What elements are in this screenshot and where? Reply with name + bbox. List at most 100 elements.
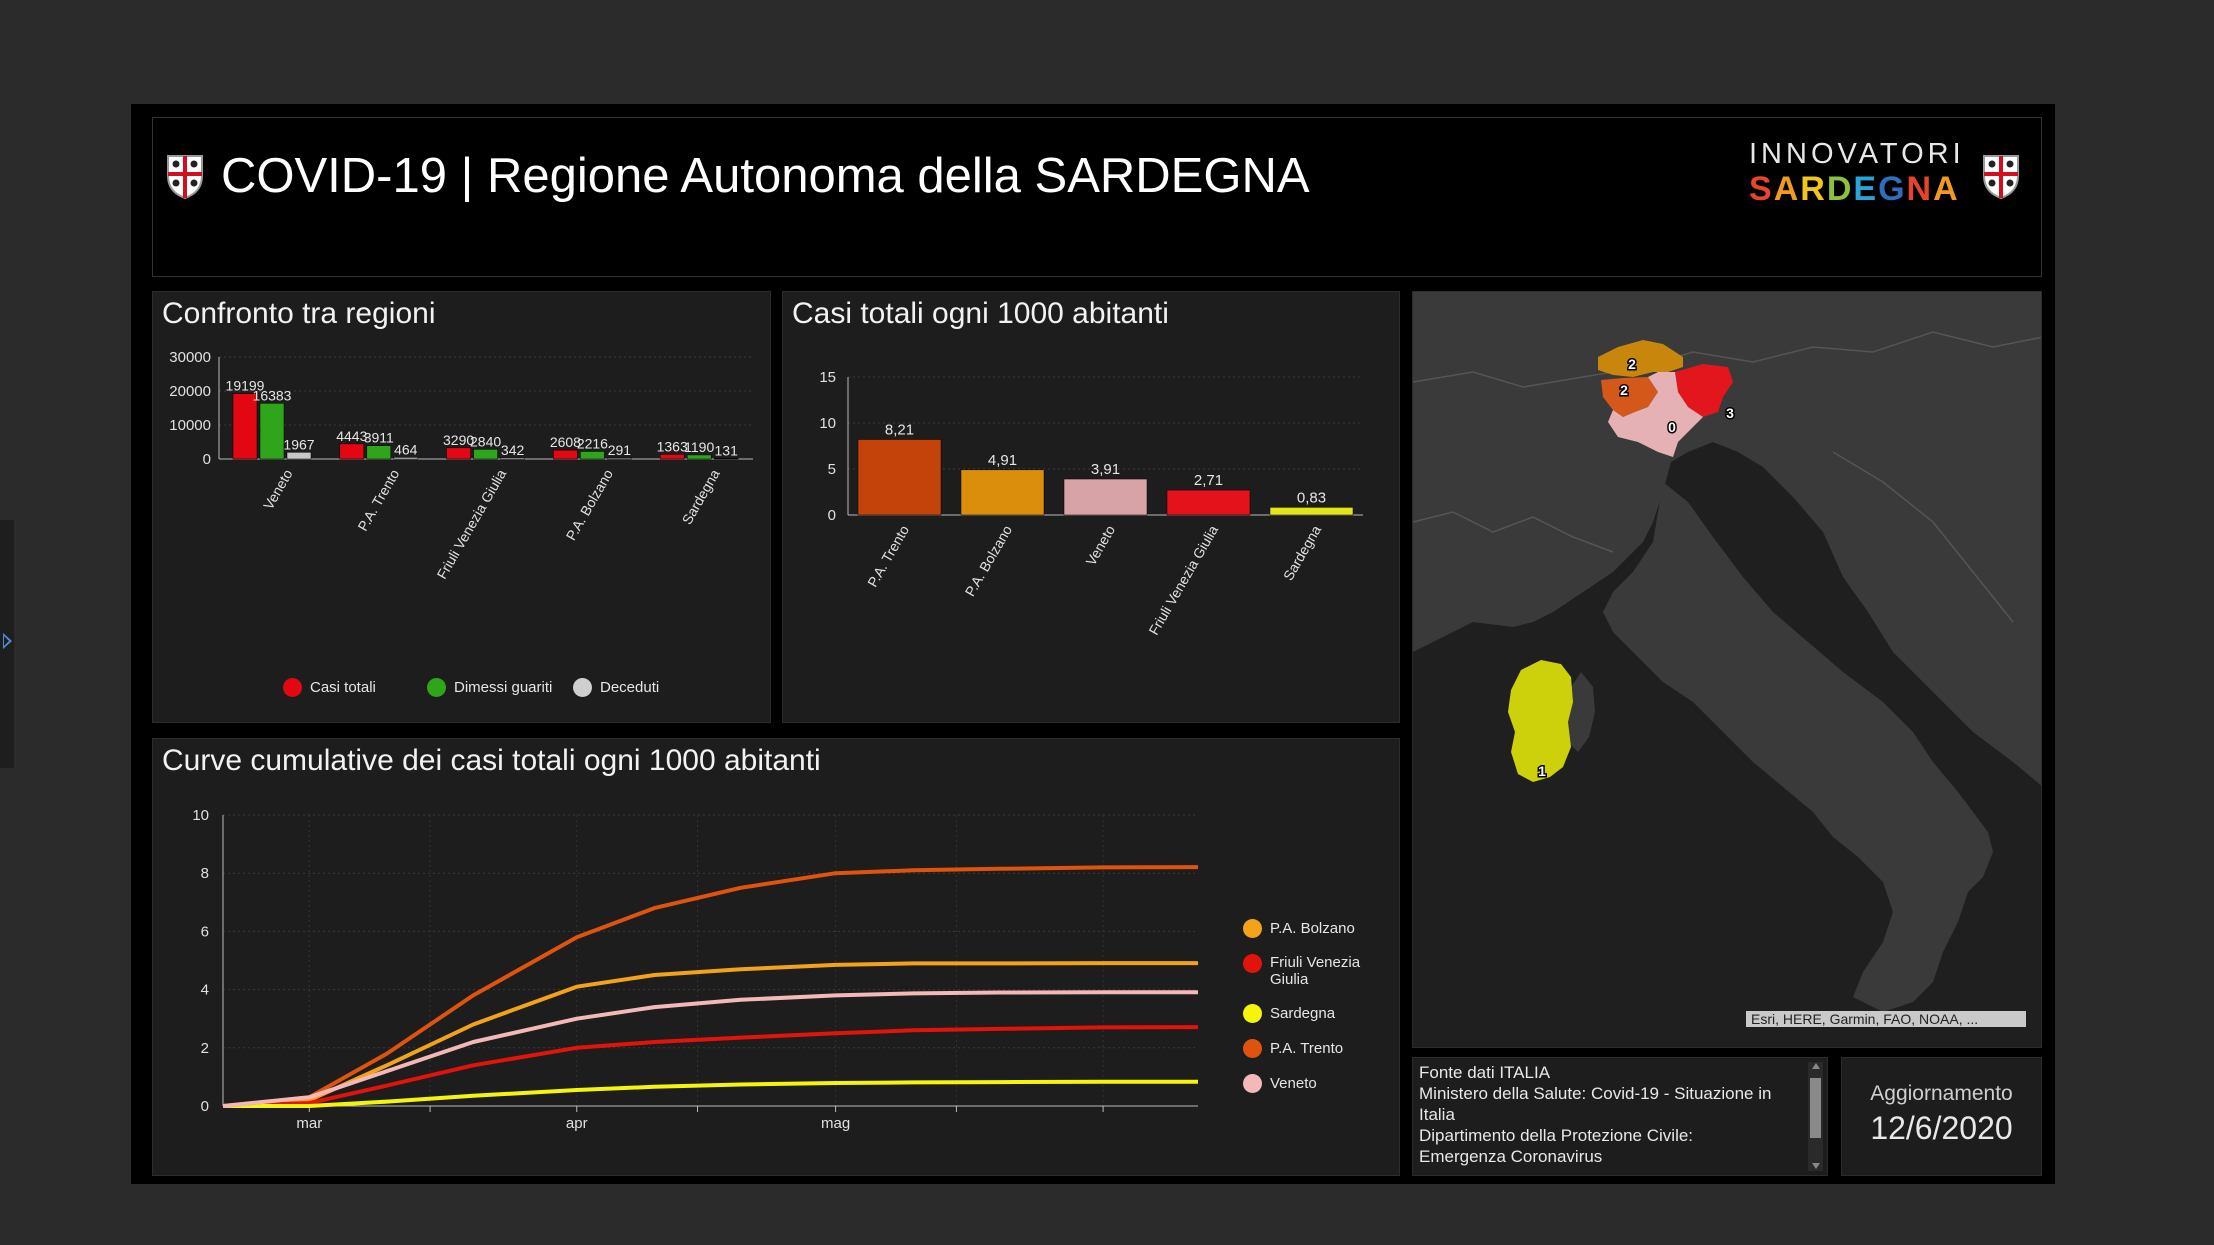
y-tick-label: 6 [201, 923, 209, 940]
brand-letter: E [1853, 170, 1879, 208]
bar[interactable] [339, 443, 365, 460]
source-line: Fonte dati ITALIA [1419, 1063, 1551, 1082]
source-line: Italia [1419, 1105, 1455, 1124]
region-trento[interactable] [1601, 377, 1658, 417]
bar[interactable] [500, 457, 525, 460]
y-tick-label: 30000 [169, 349, 211, 366]
map-marker-bolzano[interactable]: 2 [1627, 355, 1638, 374]
y-tick-label: 10 [192, 807, 209, 824]
map-panel[interactable]: 2 2 3 0 1 Esri, HERE, Garmin, FAO, NOAA,… [1412, 291, 2042, 1048]
legend-item-deceduti[interactable]: Deceduti [573, 678, 659, 697]
italy-map[interactable]: 2 2 3 0 1 [1413, 292, 2042, 1048]
x-tick-label: Friuli Venezia Giulia [1145, 522, 1221, 637]
data-label: 0,83 [1297, 489, 1326, 506]
data-label: 3,91 [1091, 461, 1120, 478]
sardinia-crest-icon [1983, 155, 2019, 200]
data-label: 131 [715, 443, 739, 459]
bar[interactable] [1166, 489, 1251, 516]
brand-letter: N [1906, 170, 1934, 208]
brand-logo-top: INNOVATORI [1749, 138, 1965, 170]
bar[interactable] [393, 457, 419, 460]
source-text: Fonte dati ITALIA Ministero della Salute… [1419, 1062, 1799, 1167]
x-tick-label: Veneto [260, 466, 296, 512]
series-line[interactable] [222, 990, 1198, 1108]
update-label: Aggiornamento [1870, 1082, 2013, 1105]
series-line[interactable] [222, 865, 1199, 1108]
data-label: 464 [394, 441, 418, 457]
panel-title: Casi totali ogni 1000 abitanti [792, 297, 1169, 330]
bar[interactable] [232, 393, 258, 460]
region-bolzano[interactable] [1598, 340, 1683, 377]
region-sardegna[interactable] [1508, 660, 1573, 782]
y-tick-label: 10000 [169, 417, 211, 434]
bar[interactable] [686, 454, 712, 460]
bar[interactable] [659, 454, 685, 460]
legend-item-dimessi-guariti[interactable]: Dimessi guariti [427, 678, 552, 697]
legend-item-veneto[interactable]: Veneto [1243, 1074, 1383, 1093]
cumulative-curves-chart[interactable]: 0 2 4 6 8 10 mar apr mag [153, 789, 1213, 1169]
series-line[interactable] [222, 1025, 1199, 1108]
y-tick-label: 4 [201, 982, 209, 999]
update-date: 12/6/2020 [1870, 1110, 2013, 1146]
region-friuli[interactable] [1675, 364, 1733, 417]
brand-logo-bottom: SARDEGNA [1749, 170, 1960, 209]
data-label: 1967 [283, 436, 314, 452]
series-line[interactable] [222, 961, 1198, 1108]
header-bar: COVID-19 | Regione Autonoma della SARDEG… [152, 117, 2042, 277]
legend-item-casi-totali[interactable]: Casi totali [283, 678, 376, 697]
compare-regions-panel: Confronto tra regioni 0 10000 20000 30000 19… [152, 291, 771, 723]
y-tick-label: 10 [819, 415, 836, 432]
data-label: 2608 [550, 434, 581, 450]
bar[interactable] [607, 457, 632, 460]
bar[interactable] [286, 452, 312, 460]
bar[interactable] [366, 445, 392, 460]
italy-peninsula [1603, 482, 1993, 1012]
map-marker-friuli[interactable]: 3 [1725, 404, 1736, 423]
bar[interactable] [553, 449, 578, 460]
map-marker-sardegna[interactable]: 1 [1537, 762, 1548, 781]
brand-letter: D [1826, 170, 1854, 208]
region-veneto[interactable] [1608, 372, 1703, 457]
legend-item-trento[interactable]: P.A. Trento [1243, 1039, 1383, 1058]
scroll-up-icon[interactable] [1812, 1063, 1820, 1069]
bar[interactable] [1269, 507, 1354, 516]
x-tick-label: P.A. Bolzano [563, 466, 617, 543]
x-tick-label: Friuli Venezia Giulia [433, 466, 509, 581]
legend-item-bolzano[interactable]: P.A. Bolzano [1243, 919, 1383, 938]
data-label: 1363 [657, 438, 688, 454]
legend-swatch [283, 678, 302, 697]
x-tick-label: mar [296, 1115, 322, 1132]
bar[interactable] [960, 469, 1045, 516]
legend-swatch [1243, 1004, 1262, 1023]
data-label: 16383 [253, 387, 292, 403]
data-label: 291 [608, 442, 632, 458]
map-marker-trento[interactable]: 2 [1619, 381, 1630, 400]
legend-item-sardegna[interactable]: Sardegna [1243, 1004, 1383, 1023]
x-tick-label: apr [566, 1115, 588, 1132]
legend-label: Veneto [1270, 1075, 1317, 1092]
map-marker-veneto[interactable]: 0 [1667, 418, 1678, 437]
x-tick-label: P.A. Trento [354, 466, 402, 533]
bar[interactable] [259, 403, 285, 460]
map-attribution[interactable]: Esri, HERE, Garmin, FAO, NOAA, ... [1746, 1011, 2026, 1027]
bar[interactable] [580, 451, 605, 460]
legend-item-friuli[interactable]: Friuli Venezia Giulia [1243, 954, 1383, 988]
bar[interactable] [857, 439, 942, 516]
legend-swatch [1243, 1074, 1262, 1093]
scroll-down-icon[interactable] [1812, 1163, 1820, 1169]
cases-per-1000-chart[interactable]: 0 5 10 15 8,21 P.A. Trento 4,91 P.A. Bolzano 3,9… [783, 332, 1401, 712]
legend-swatch [1243, 919, 1262, 938]
expand-arrow-icon[interactable] [3, 633, 12, 649]
bar[interactable] [1063, 478, 1148, 516]
brand-letter: A [1773, 170, 1801, 208]
source-scrollbar[interactable] [1808, 1062, 1823, 1171]
panel-title: Confronto tra regioni [162, 297, 436, 330]
dashboard: COVID-19 | Regione Autonoma della SARDEG… [131, 104, 2055, 1184]
scrollbar-thumb[interactable] [1810, 1078, 1821, 1138]
bar[interactable] [473, 449, 498, 460]
sardinia-crest-icon [167, 155, 203, 200]
x-tick-label: P.A. Bolzano [962, 522, 1016, 599]
bar[interactable] [446, 447, 471, 460]
series-line[interactable] [223, 1079, 1198, 1108]
